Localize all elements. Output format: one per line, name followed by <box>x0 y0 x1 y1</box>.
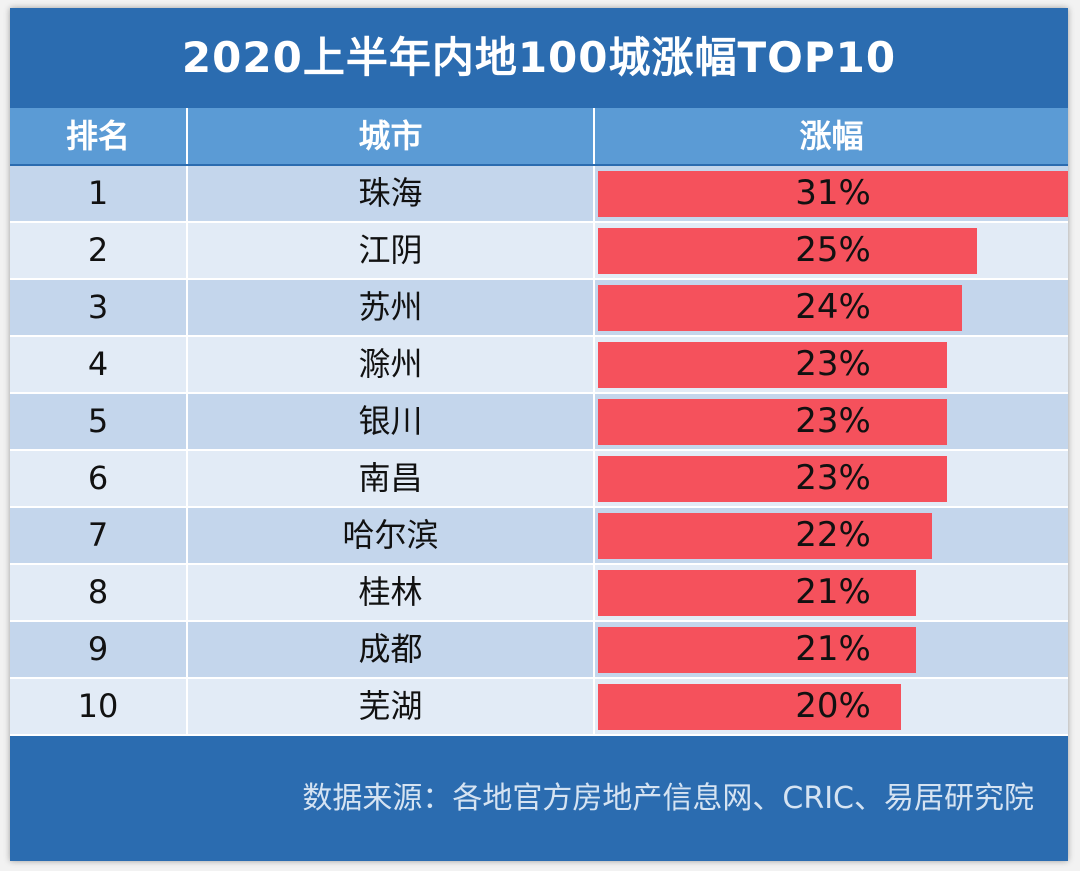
city-cell: 江阴 <box>358 231 423 269</box>
city-cell: 珠海 <box>358 174 423 212</box>
table-row: 3 苏州 24% <box>10 280 1068 335</box>
city-cell: 南昌 <box>358 459 423 497</box>
column-divider <box>593 622 595 677</box>
table-row: 6 南昌 23% <box>10 451 1068 506</box>
change-value-label: 21% <box>795 572 871 612</box>
column-divider <box>593 451 595 506</box>
table-row: 10 芜湖 20% <box>10 679 1068 734</box>
column-divider <box>186 565 188 620</box>
change-value-label: 22% <box>795 515 871 555</box>
column-header-change: 涨幅 <box>799 117 864 155</box>
change-value-label: 23% <box>795 401 871 441</box>
rank-cell: 5 <box>87 402 109 440</box>
table-row: 5 银川 23% <box>10 394 1068 449</box>
city-cell: 哈尔滨 <box>342 516 439 554</box>
chart-panel: 2020上半年内地100城涨幅TOP10 排名 城市 涨幅 1 珠海 31% 2 江阴 2… <box>10 8 1068 861</box>
table-header: 排名 城市 涨幅 <box>10 108 1068 164</box>
city-cell: 芜湖 <box>358 687 423 725</box>
table-row: 2 江阴 25% <box>10 223 1068 278</box>
column-divider <box>186 337 188 392</box>
column-divider <box>593 166 595 221</box>
table-row: 9 成都 21% <box>10 622 1068 677</box>
rank-cell: 6 <box>87 459 109 497</box>
change-value-label: 25% <box>795 230 871 270</box>
data-source-note: 数据来源：各地官方房地产信息网、CRIC、易居研究院 <box>302 781 1034 816</box>
change-bar <box>598 456 947 502</box>
column-divider <box>186 166 188 221</box>
change-bar <box>598 684 901 730</box>
change-bar <box>598 285 962 331</box>
chart-title: 2020上半年内地100城涨幅TOP10 <box>181 33 897 82</box>
rank-cell: 7 <box>87 516 109 554</box>
change-bar <box>598 399 947 445</box>
change-value-label: 20% <box>795 686 871 726</box>
column-divider <box>186 280 188 335</box>
rank-cell: 3 <box>87 288 109 326</box>
table-row: 7 哈尔滨 22% <box>10 508 1068 563</box>
change-value-label: 23% <box>795 344 871 384</box>
change-bar <box>598 513 932 559</box>
table-row: 1 珠海 31% <box>10 166 1068 221</box>
city-cell: 苏州 <box>358 288 423 326</box>
column-divider <box>593 565 595 620</box>
rank-cell: 4 <box>87 345 109 383</box>
column-divider <box>593 679 595 734</box>
table-row: 4 滁州 23% <box>10 337 1068 392</box>
city-cell: 银川 <box>358 402 423 440</box>
change-bar <box>598 228 977 274</box>
change-value-label: 24% <box>795 287 871 327</box>
table-body: 1 珠海 31% 2 江阴 25% 3 苏州 24% 4 滁州 23% 5 银川 23% 6 南昌 23% 7 哈尔滨… <box>10 166 1068 736</box>
column-divider <box>593 223 595 278</box>
change-bar <box>598 171 1068 217</box>
column-header-rank: 排名 <box>65 117 130 155</box>
column-divider <box>186 622 188 677</box>
column-header-city: 城市 <box>358 117 423 155</box>
column-divider <box>186 679 188 734</box>
change-value-label: 23% <box>795 458 871 498</box>
rank-cell: 2 <box>87 231 109 269</box>
column-divider <box>593 280 595 335</box>
change-bar <box>598 342 947 388</box>
city-cell: 桂林 <box>358 573 423 611</box>
column-divider <box>186 508 188 563</box>
change-bar <box>598 570 916 616</box>
column-divider <box>593 108 595 164</box>
rank-cell: 1 <box>87 174 109 212</box>
column-divider <box>186 108 188 164</box>
city-cell: 成都 <box>358 630 423 668</box>
change-bar <box>598 627 916 673</box>
column-divider <box>186 451 188 506</box>
table-row: 8 桂林 21% <box>10 565 1068 620</box>
column-divider <box>593 508 595 563</box>
city-cell: 滁州 <box>358 345 423 383</box>
column-divider <box>593 337 595 392</box>
rank-cell: 9 <box>87 630 109 668</box>
rank-cell: 10 <box>77 687 119 725</box>
rank-cell: 8 <box>87 573 109 611</box>
change-value-label: 21% <box>795 629 871 669</box>
column-divider <box>593 394 595 449</box>
column-divider <box>186 394 188 449</box>
change-value-label: 31% <box>795 173 871 213</box>
column-divider <box>186 223 188 278</box>
